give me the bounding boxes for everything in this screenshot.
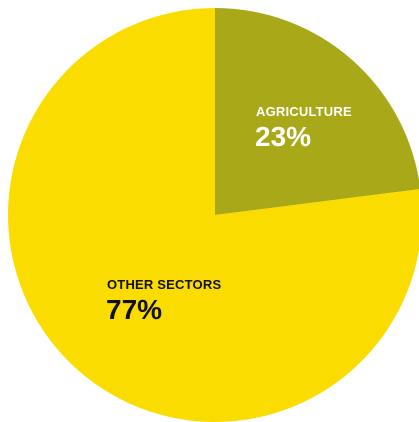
slice-labels: AGRICULTURE 23% OTHER SECTORS 77%	[106, 104, 352, 325]
pie-slices	[8, 8, 419, 422]
pie-slice-other-sectors	[8, 8, 419, 422]
slice-label-other-sectors: OTHER SECTORS	[107, 277, 221, 292]
slice-value-agriculture: 23%	[255, 121, 311, 152]
pie-slice-agriculture	[215, 8, 419, 215]
slice-value-other-sectors: 77%	[106, 294, 162, 325]
slice-label-agriculture: AGRICULTURE	[256, 104, 352, 119]
